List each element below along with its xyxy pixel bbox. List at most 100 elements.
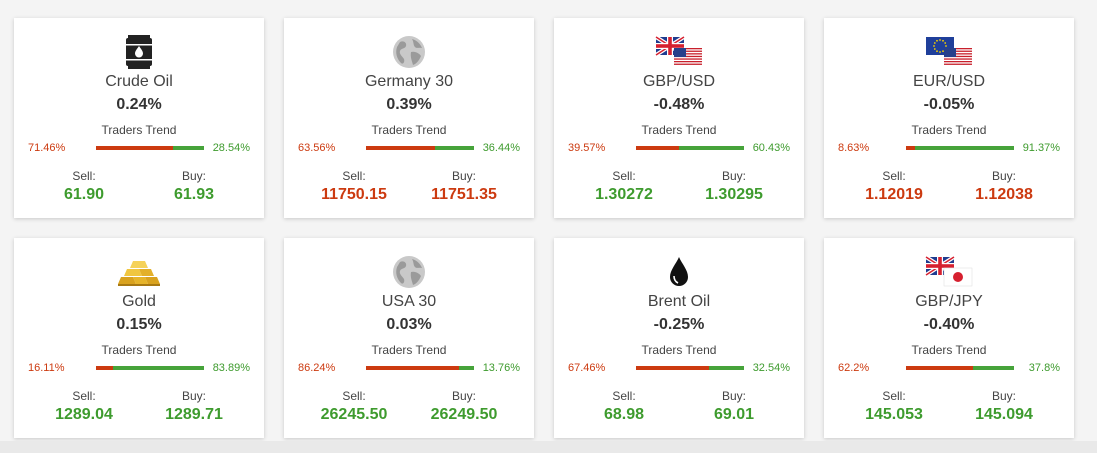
buy-label: Buy: [451,389,476,403]
change-percent: -0.25% [653,316,705,333]
sell-share-bar [906,366,974,370]
instrument-title: GBP/JPY [915,293,983,310]
buy-share-bar [915,146,1014,150]
sell-share-bar [96,366,114,370]
traders-trend-bar [906,146,1014,150]
sell-label: Sell: [882,389,906,403]
instrument-title: Brent Oil [647,293,711,310]
change-percent: -0.05% [923,96,975,113]
buy-percent: 13.76% [482,362,520,374]
buy-price[interactable]: 145.094 [975,406,1033,423]
sell-label: Sell: [342,169,366,183]
buy-price[interactable]: 26249.50 [430,406,498,423]
instrument-card[interactable]: Crude Oil 0.24% Traders Trend 71.46% 28.… [14,18,264,218]
traders-trend-bar [636,146,744,150]
buy-share-bar [434,146,474,150]
buy-price[interactable]: 1.12038 [975,186,1033,203]
sell-price[interactable]: 1.30272 [595,186,653,203]
sell-price[interactable]: 1.12019 [865,186,923,203]
sell-price[interactable]: 1289.04 [55,406,113,423]
buy-price[interactable]: 11751.35 [431,186,497,203]
oil-barrel-icon [14,34,264,70]
sell-label: Sell: [612,389,636,403]
buy-share-bar [113,366,204,370]
sell-percent: 63.56% [298,142,336,154]
buy-percent: 32.54% [752,362,790,374]
buy-label: Buy: [451,169,476,183]
sell-percent: 39.57% [568,142,606,154]
buy-label: Buy: [991,389,1016,403]
buy-share-bar [459,366,474,370]
traders-trend-label: Traders Trend [911,123,987,137]
sell-price[interactable]: 68.98 [603,406,645,423]
sell-share-bar [636,366,709,370]
buy-percent: 91.37% [1022,142,1060,154]
instrument-card[interactable]: Germany 30 0.39% Traders Trend 63.56% 36… [284,18,534,218]
instrument-card[interactable]: GBP/JPY -0.40% Traders Trend 62.2% 37.8%… [824,238,1074,438]
buy-price[interactable]: 61.93 [173,186,215,203]
traders-trend-label: Traders Trend [911,343,987,357]
sell-price[interactable]: 26245.50 [320,406,388,423]
buy-percent: 37.8% [1028,362,1060,374]
sell-price[interactable]: 61.90 [63,186,105,203]
sell-label: Sell: [612,169,636,183]
change-percent: 0.15% [116,316,162,333]
change-percent: 0.39% [386,96,432,113]
eur-usd-flags-icon [824,34,1074,70]
sell-percent: 67.46% [568,362,606,374]
traders-trend-bar [366,366,474,370]
globe-icon [284,254,534,290]
traders-trend-label: Traders Trend [101,343,177,357]
instrument-title: EUR/USD [912,73,985,90]
buy-percent: 36.44% [482,142,520,154]
instrument-card[interactable]: EUR/USD -0.05% Traders Trend 8.63% 91.37… [824,18,1074,218]
sell-label: Sell: [72,169,96,183]
traders-trend-bar [96,146,204,150]
horizontal-scrollbar[interactable] [0,441,1097,453]
sell-percent: 71.46% [28,142,66,154]
buy-label: Buy: [991,169,1016,183]
traders-trend-bar [366,146,474,150]
sell-price[interactable]: 145.053 [865,406,923,423]
instrument-title: Crude Oil [105,73,173,90]
instrument-card[interactable]: Brent Oil -0.25% Traders Trend 67.46% 32… [554,238,804,438]
buy-price[interactable]: 1.30295 [705,186,763,203]
instrument-card[interactable]: Gold 0.15% Traders Trend 16.11% 83.89% S… [14,238,264,438]
sell-label: Sell: [72,389,96,403]
sell-label: Sell: [342,389,366,403]
sell-share-bar [96,146,174,150]
sell-share-bar [636,146,679,150]
sell-label: Sell: [882,169,906,183]
traders-trend-bar [906,366,1014,370]
buy-percent: 60.43% [752,142,790,154]
change-percent: 0.24% [116,96,162,113]
buy-label: Buy: [721,389,746,403]
traders-trend-label: Traders Trend [101,123,177,137]
change-percent: -0.48% [653,96,705,113]
buy-share-bar [708,366,744,370]
buy-price[interactable]: 1289.71 [165,406,223,423]
buy-label: Buy: [721,169,746,183]
traders-trend-label: Traders Trend [641,343,717,357]
sell-percent: 16.11% [28,362,65,374]
gold-bars-icon [14,254,264,290]
traders-trend-label: Traders Trend [371,123,447,137]
buy-percent: 83.89% [212,362,250,374]
sell-percent: 86.24% [298,362,336,374]
instrument-title: Gold [122,293,156,310]
sell-share-bar [366,146,435,150]
sell-percent: 62.2% [838,362,870,374]
buy-share-bar [973,366,1014,370]
sell-price[interactable]: 11750.15 [321,186,387,203]
sell-share-bar [906,146,916,150]
buy-percent: 28.54% [212,142,250,154]
buy-price[interactable]: 69.01 [713,406,755,423]
gbp-usd-flags-icon [554,34,804,70]
globe-icon [284,34,534,70]
instrument-card[interactable]: USA 30 0.03% Traders Trend 86.24% 13.76%… [284,238,534,438]
sell-share-bar [366,366,460,370]
buy-label: Buy: [181,169,206,183]
sell-percent: 8.63% [838,142,870,154]
buy-share-bar [173,146,204,150]
instrument-card[interactable]: GBP/USD -0.48% Traders Trend 39.57% 60.4… [554,18,804,218]
